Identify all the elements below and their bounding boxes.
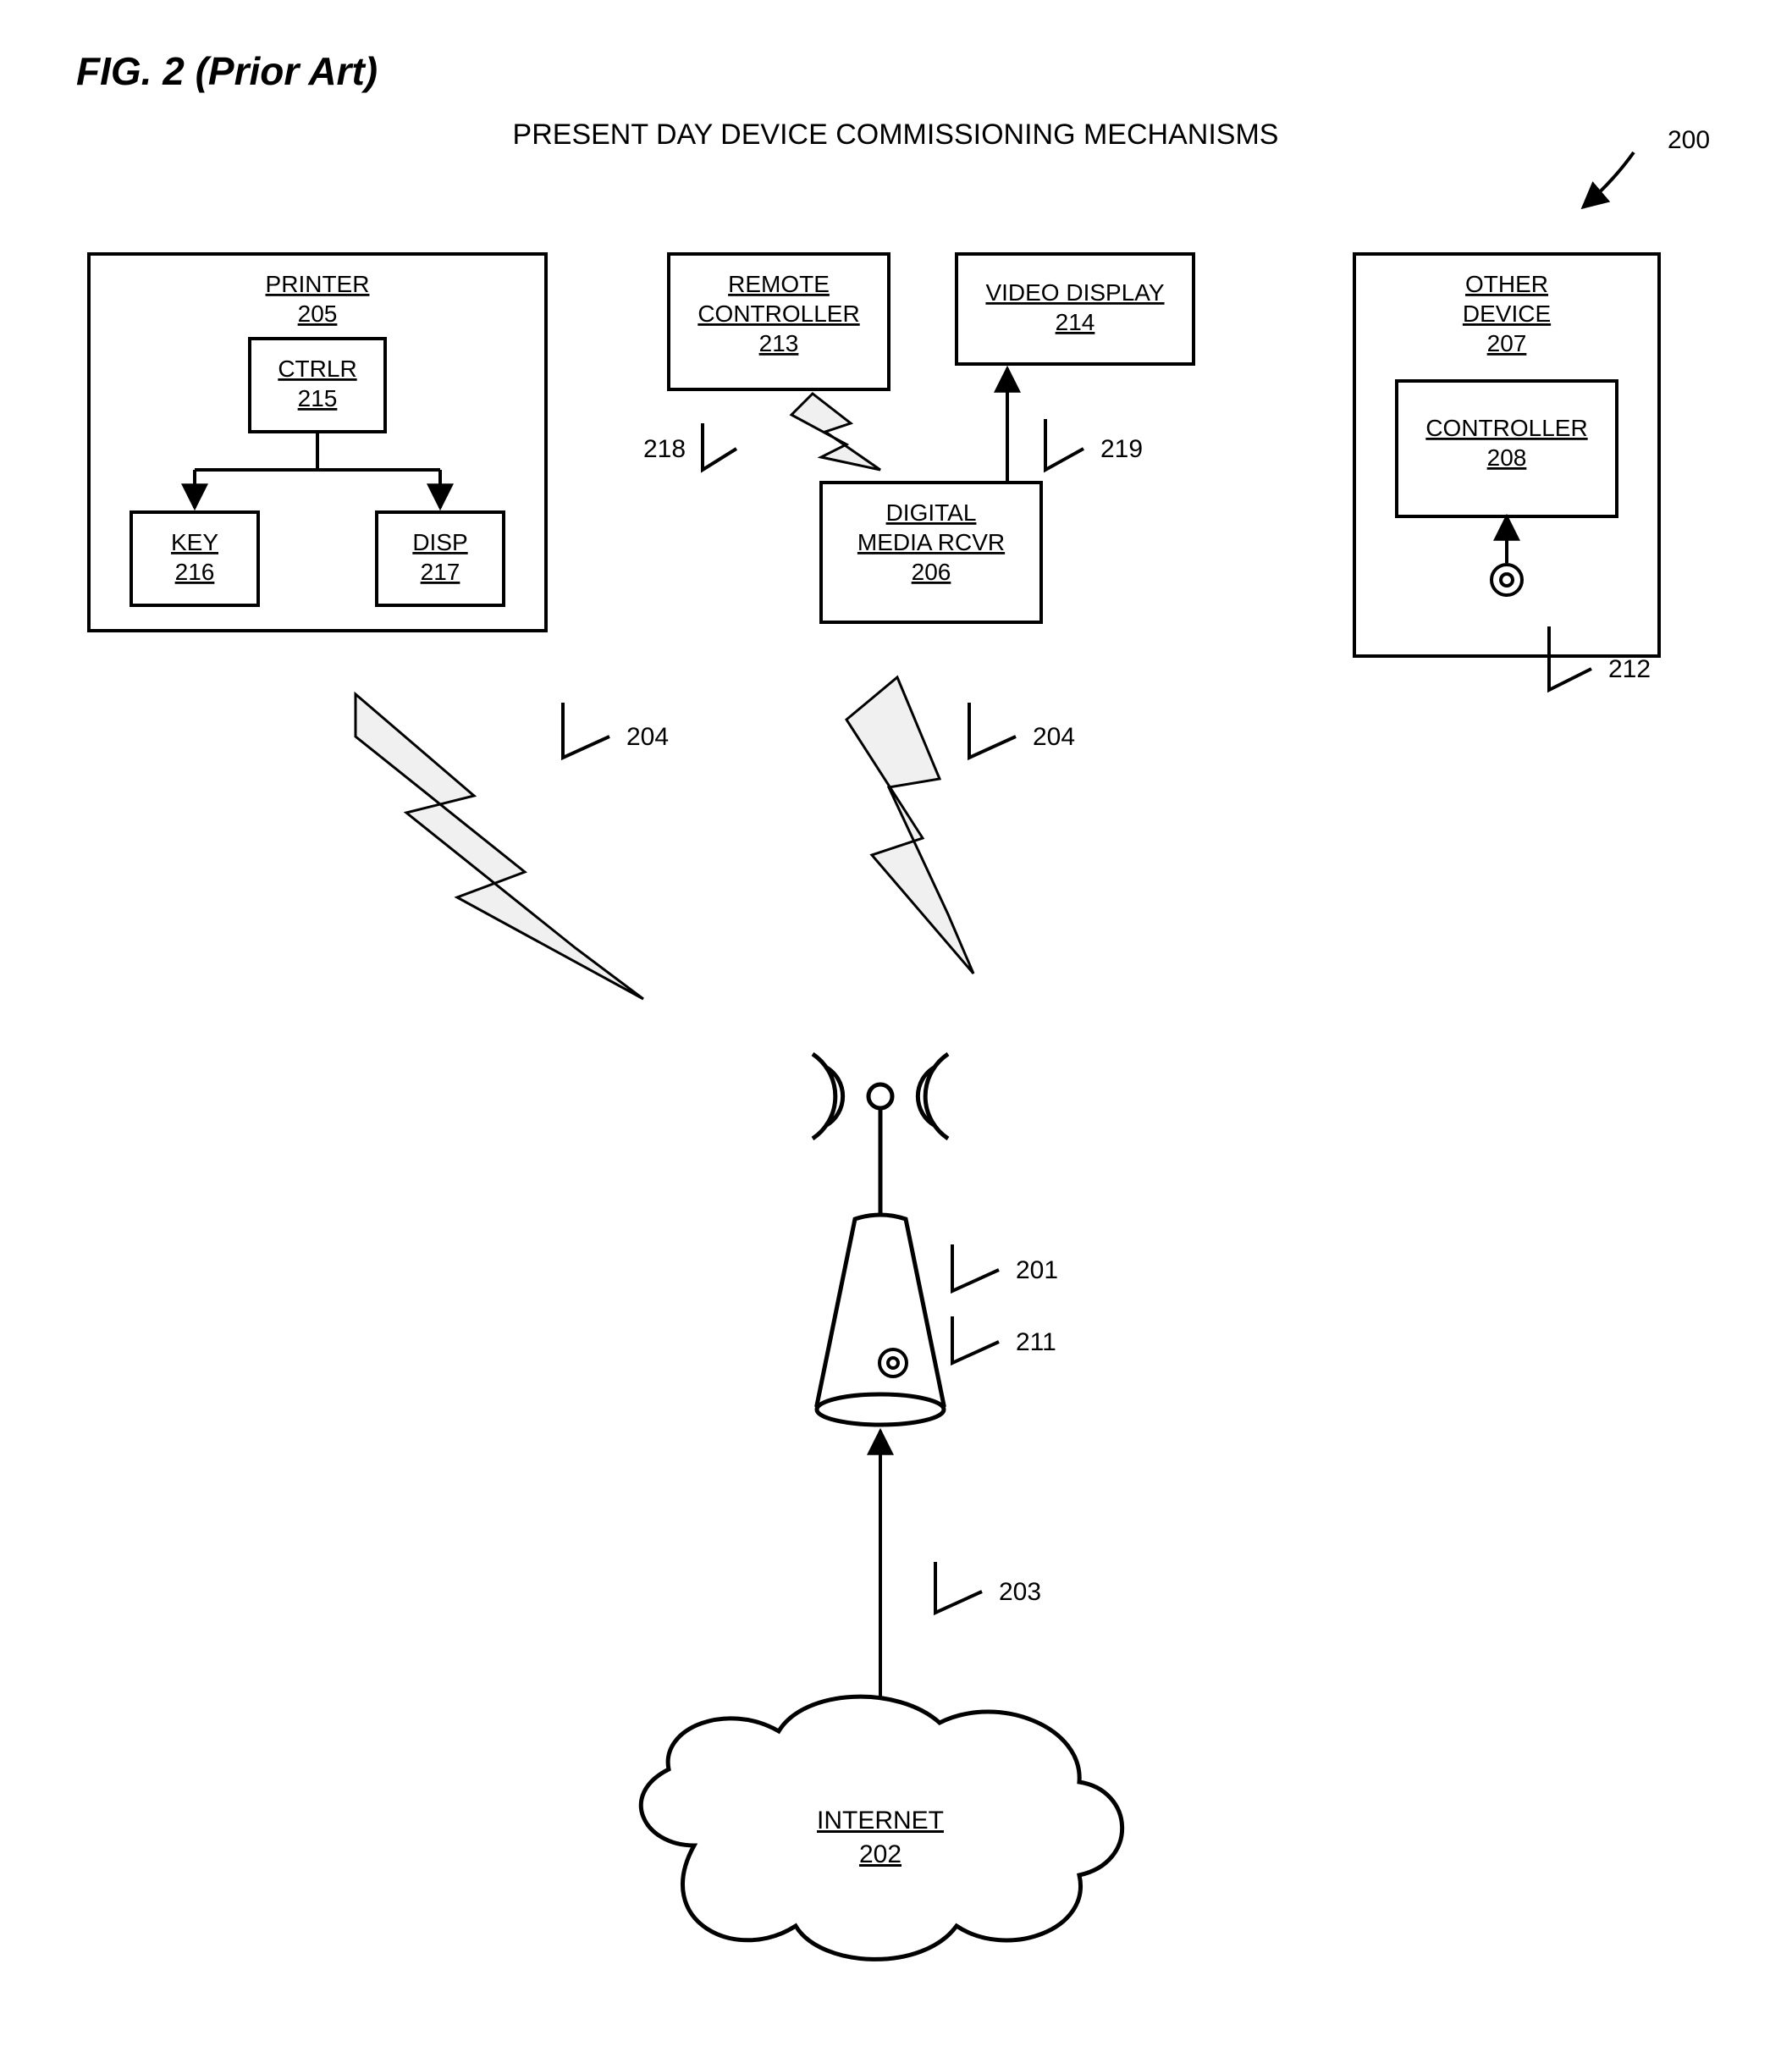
controller-box: CONTROLLER 208 (1397, 381, 1617, 516)
svg-text:205: 205 (298, 301, 338, 327)
ref-router: 201 (952, 1244, 1058, 1291)
router-icon (813, 1054, 948, 1425)
svg-text:KEY: KEY (171, 529, 218, 555)
svg-text:201: 201 (1016, 1256, 1058, 1284)
svg-text:207: 207 (1487, 330, 1527, 356)
svg-text:213: 213 (759, 330, 799, 356)
svg-text:219: 219 (1100, 435, 1143, 463)
svg-text:202: 202 (859, 1840, 902, 1868)
ref-fig: 200 (1583, 126, 1710, 207)
svg-text:MEDIA RCVR: MEDIA RCVR (857, 529, 1005, 555)
svg-text:208: 208 (1487, 444, 1527, 471)
router-internet-link: 203 (880, 1431, 1041, 1723)
ref-wps: 211 (952, 1316, 1056, 1363)
dmr-to-video: 219 (1007, 368, 1143, 483)
svg-text:DISP: DISP (412, 529, 467, 555)
dmr-box: DIGITAL MEDIA RCVR 206 (821, 483, 1041, 622)
svg-text:OTHER: OTHER (1465, 271, 1548, 297)
svg-text:DIGITAL: DIGITAL (886, 499, 977, 526)
svg-text:204: 204 (626, 723, 669, 751)
svg-text:REMOTE: REMOTE (728, 271, 830, 297)
lightning-ir: 218 (643, 394, 880, 470)
svg-text:CONTROLLER: CONTROLLER (1425, 415, 1587, 441)
svg-text:PRINTER: PRINTER (266, 271, 370, 297)
svg-text:218: 218 (643, 435, 686, 463)
svg-text:217: 217 (421, 559, 460, 585)
video-box: VIDEO DISPLAY 214 (957, 254, 1194, 364)
svg-text:216: 216 (175, 559, 215, 585)
svg-text:DEVICE: DEVICE (1463, 301, 1551, 327)
svg-text:200: 200 (1668, 126, 1710, 154)
port-icon: 212 (1491, 516, 1651, 690)
svg-text:CTRLR: CTRLR (278, 356, 356, 382)
lightning-printer: 204 (356, 694, 669, 999)
svg-text:206: 206 (912, 559, 951, 585)
svg-text:INTERNET: INTERNET (817, 1807, 944, 1835)
svg-text:204: 204 (1033, 723, 1075, 751)
svg-text:214: 214 (1056, 309, 1095, 335)
ctrlr-to-children (195, 432, 440, 504)
figure-title: FIG. 2 (Prior Art) (76, 49, 378, 93)
lightning-dmr: 204 (846, 677, 1075, 974)
internet-cloud: INTERNET 202 (641, 1697, 1122, 1959)
key-box: KEY 216 (131, 512, 258, 605)
svg-text:211: 211 (1016, 1328, 1056, 1356)
svg-text:212: 212 (1608, 655, 1651, 683)
figure-subtitle: PRESENT DAY DEVICE COMMISSIONING MECHANI… (513, 119, 1279, 151)
svg-text:203: 203 (999, 1578, 1041, 1606)
ctrlr-box: CTRLR 215 (250, 339, 385, 432)
svg-text:215: 215 (298, 385, 338, 411)
disp-box: DISP 217 (377, 512, 504, 605)
remote-box: REMOTE CONTROLLER 213 (669, 254, 889, 389)
svg-text:CONTROLLER: CONTROLLER (698, 301, 859, 327)
svg-text:VIDEO DISPLAY: VIDEO DISPLAY (985, 279, 1164, 306)
